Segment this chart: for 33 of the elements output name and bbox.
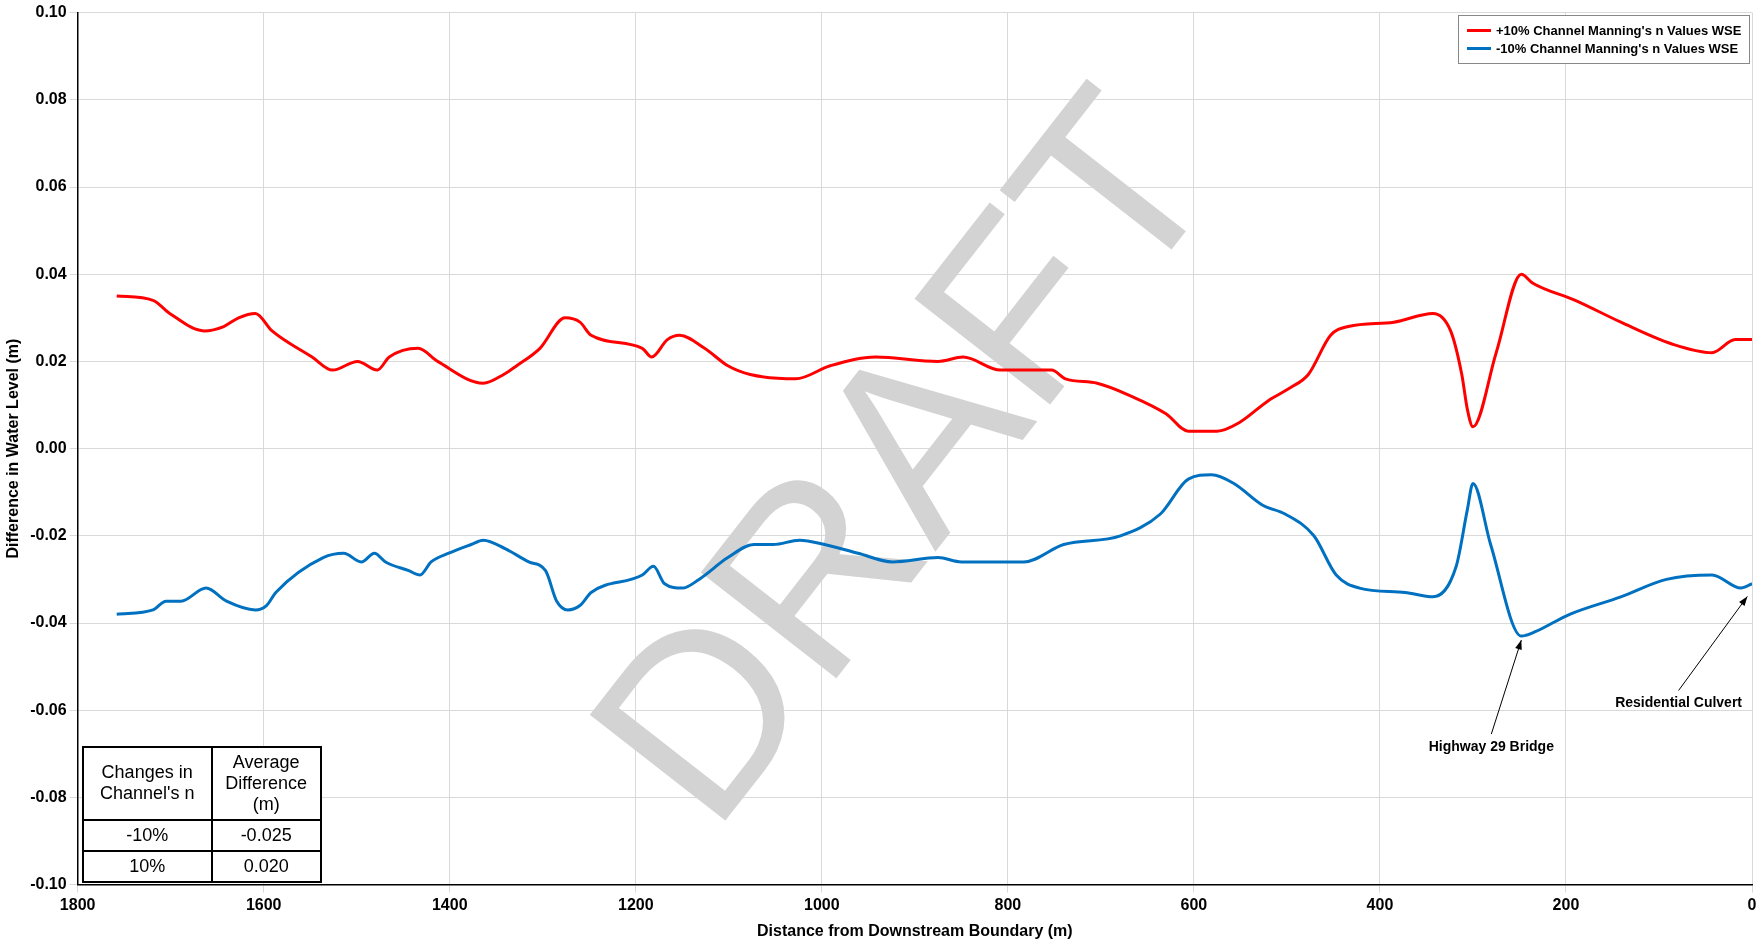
annotation: -0.025: [211, 819, 321, 851]
y-tick-label: -0.10: [30, 875, 67, 893]
y-tick-label: -0.04: [30, 613, 67, 631]
x-axis-title: Distance from Downstream Boundary (m): [757, 921, 1073, 939]
annotation: 0.020: [211, 850, 321, 882]
annotation: Average Difference (m): [211, 746, 321, 820]
legend-label: +10% Channel Manning's n Values WSE: [1496, 22, 1742, 38]
annotation: 10%: [82, 850, 212, 882]
y-tick-label: 0.08: [35, 90, 67, 108]
y-tick-label: 0.06: [35, 177, 67, 195]
annotation: Residential Culvert: [1615, 694, 1743, 711]
y-tick-label: 0.02: [35, 351, 67, 369]
x-tick-label: 1800: [59, 895, 96, 913]
x-tick-label: 0: [1747, 895, 1757, 913]
x-tick-label: 800: [994, 895, 1022, 913]
x-tick-label: 200: [1552, 895, 1580, 913]
y-tick-label: 0.04: [35, 264, 67, 282]
annotation: Highway 29 Bridge: [1428, 737, 1555, 754]
y-tick-label: -0.06: [30, 700, 67, 718]
y-tick-label: 0.10: [35, 3, 67, 21]
x-tick-label: 1200: [617, 895, 654, 913]
y-axis-title: Difference in Water Level (m): [4, 338, 22, 559]
annotation: Changes in Channel's n: [82, 746, 212, 820]
annotation: -10%: [82, 819, 212, 851]
x-tick-label: 1000: [804, 895, 840, 913]
y-tick-label: 0.00: [35, 439, 67, 457]
x-tick-label: 1600: [245, 895, 282, 913]
y-tick-label: -0.02: [30, 526, 67, 544]
y-tick-label: -0.08: [30, 787, 67, 805]
x-tick-label: 1400: [431, 895, 468, 913]
x-tick-label: 600: [1180, 895, 1208, 913]
legend-label: -10% Channel Manning's n Values WSE: [1496, 40, 1739, 56]
x-tick-label: 400: [1366, 895, 1394, 913]
